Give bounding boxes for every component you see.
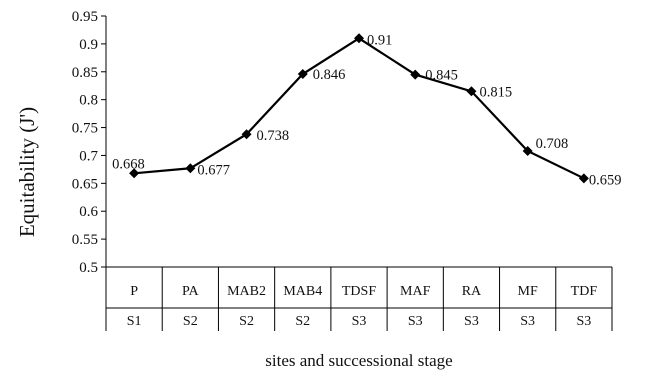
y-tick-label: 0.5 <box>79 260 98 276</box>
data-point-marker <box>354 33 364 44</box>
y-tick-label: 0.95 <box>72 9 98 25</box>
data-point-marker <box>185 163 196 174</box>
category-label: MAB2 <box>227 284 266 299</box>
data-point-marker <box>241 129 252 140</box>
data-point-marker <box>129 168 140 179</box>
data-label: 0.668 <box>112 156 145 172</box>
data-point-marker <box>466 86 477 97</box>
category-label: RA <box>462 284 482 299</box>
data-point-marker <box>578 173 589 184</box>
category-label: MF <box>518 284 538 299</box>
stage-label: S3 <box>576 314 591 329</box>
stage-label: S3 <box>520 314 535 329</box>
stage-label: S2 <box>239 314 254 329</box>
data-label: 0.659 <box>589 172 622 188</box>
data-point-marker <box>522 145 533 156</box>
stage-label: S2 <box>183 314 198 329</box>
series-line <box>129 33 589 184</box>
data-label: 0.845 <box>425 68 458 84</box>
y-tick-label: 0.85 <box>72 65 98 81</box>
axes <box>105 16 612 268</box>
y-tick-label: 0.7 <box>79 148 98 164</box>
y-tick-label: 0.8 <box>79 93 98 109</box>
x-axis-title: sites and successional stage <box>265 351 452 370</box>
data-label: 0.91 <box>367 32 392 48</box>
data-labels: 0.668 0.677 0.738 0.846 0.91 0.845 0.815 0.708 0… <box>112 32 621 188</box>
category-label: TDSF <box>342 284 376 299</box>
stage-label: S2 <box>295 314 310 329</box>
stage-label: S3 <box>464 314 479 329</box>
y-tick-label: 0.55 <box>72 232 98 248</box>
category-table: P S1 PA S2 MAB2 S2 MAB4 S2 TDSF S3 MAF S3 RA S3 MF S3 TD… <box>105 267 613 331</box>
stage-label: S3 <box>408 314 423 329</box>
category-label: TDF <box>571 284 598 299</box>
category-label: MAF <box>400 284 431 299</box>
y-axis-ticks: 0.5 0.55 0.6 0.65 0.7 0.75 0.8 0.85 0.9 0.95 <box>72 9 106 276</box>
data-point-marker <box>297 69 308 80</box>
category-label: PA <box>182 284 200 299</box>
data-label: 0.846 <box>313 67 346 83</box>
data-label: 0.677 <box>197 162 230 178</box>
stage-label: S3 <box>352 314 367 329</box>
data-point-marker <box>410 69 421 80</box>
y-tick-label: 0.6 <box>79 204 98 220</box>
category-label: P <box>130 284 138 299</box>
data-label: 0.815 <box>479 84 512 100</box>
y-tick-label: 0.65 <box>72 176 98 192</box>
series-path <box>134 37 585 180</box>
stage-label: S1 <box>127 314 142 329</box>
y-tick-label: 0.9 <box>79 37 98 53</box>
y-tick-label: 0.75 <box>72 121 98 137</box>
category-label: MAB4 <box>283 284 322 299</box>
data-label: 0.708 <box>536 136 569 152</box>
data-label: 0.738 <box>257 128 290 144</box>
y-axis-title: Equitability (J') <box>15 107 39 237</box>
